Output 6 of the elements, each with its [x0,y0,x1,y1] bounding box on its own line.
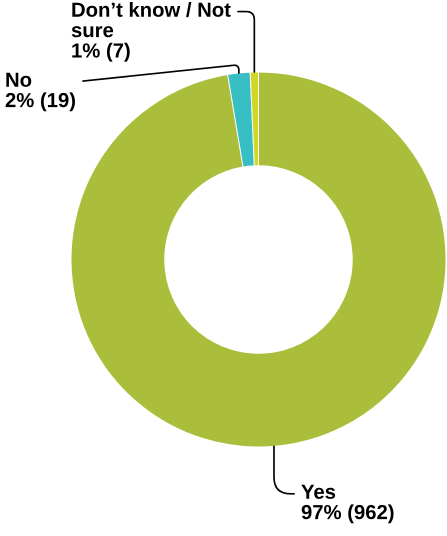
slice-label: No [6,72,32,87]
slice-label: Yes [301,484,336,499]
data-label: 2% (19) [6,92,75,112]
slice-label: Don’t know / Not sure [72,2,231,38]
data-label: 1% (7) [72,42,130,62]
data-label: 97% (962) [302,504,394,524]
